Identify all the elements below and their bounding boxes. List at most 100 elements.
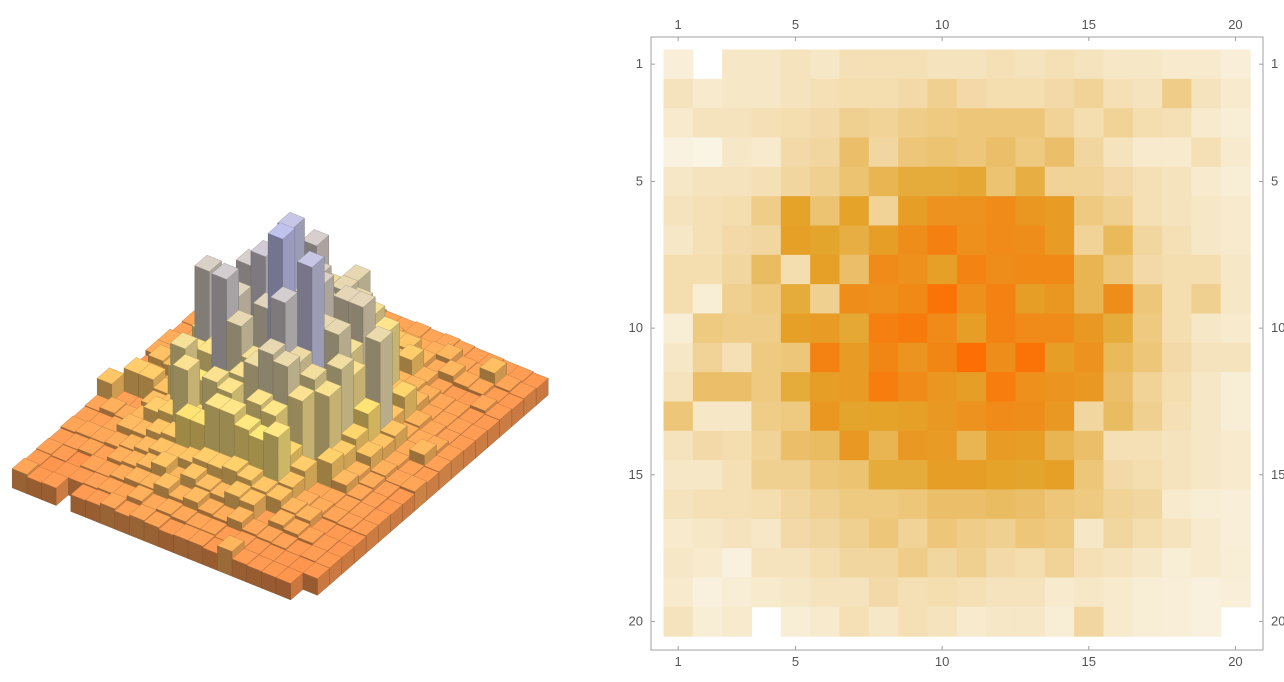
matrix-cell [1132,166,1163,197]
matrix-cell [868,372,899,403]
y-tick-label-right: 10 [1271,320,1284,335]
matrix-cell [1044,548,1075,579]
matrix-cell [1220,577,1251,608]
bar3d-top-face [300,544,328,562]
bar3d-top-face [268,509,296,527]
matrix-cell [751,372,782,403]
matrix-cell [1074,430,1105,461]
matrix-cell [663,342,694,373]
matrix-cell [927,577,958,608]
matrix-cell [1220,196,1251,227]
matrix-cell [1103,78,1134,109]
matrix-cell [780,401,811,432]
matrix-cell [1162,49,1193,80]
matrix-cell [956,460,987,491]
matrix-cell [1074,78,1105,109]
matrix-cell [956,577,987,608]
matrix-cell [1103,254,1134,285]
bar3d-top-face [297,526,325,544]
bar3d-top-face [358,471,386,489]
bar3d-top-face [197,497,225,515]
x-tick-label-bottom: 10 [935,654,949,669]
matrix-cell [1220,225,1251,256]
matrix-cell [839,108,870,139]
matrix-cell [1191,137,1222,168]
matrix-cell [1103,196,1134,227]
matrix-cell [1044,284,1075,315]
matrix-cell [1044,254,1075,285]
matrix-cell [898,460,929,491]
matrix-cell [1191,548,1222,579]
bar3d-top-face [260,399,289,417]
matrix-cell [1015,430,1046,461]
matrix-cell [1103,284,1134,315]
matrix-cell [1191,606,1222,637]
bar3d-top-face [351,519,379,536]
matrix-cell [810,548,841,579]
bar3d-top-face [238,488,267,506]
matrix-cell [751,196,782,227]
matrix-cell [1132,372,1163,403]
bar3d-top-face [147,344,176,362]
matrix-cell [1015,225,1046,256]
matrix-cell [1220,372,1251,403]
matrix-cell [692,166,723,197]
matrix-cell [986,225,1017,256]
matrix-cell [810,196,841,227]
matrix-cell [1220,254,1251,285]
matrix-cell [1103,225,1134,256]
matrix-cell [722,137,753,168]
matrix-cell [1132,313,1163,344]
matrix-cell [927,401,958,432]
matrix-cell [663,548,694,579]
matrix-cell [780,577,811,608]
matrix-cell [1162,401,1193,432]
matrix-cell [722,518,753,549]
matrix-cell [810,372,841,403]
matrix-cell [839,489,870,520]
matrix-cell [780,166,811,197]
matrix-cell [927,284,958,315]
bar3d-top-face [50,444,79,462]
matrix-cell [780,196,811,227]
matrix-cell [956,137,987,168]
matrix-cell [1103,313,1134,344]
matrix-cell [1103,166,1134,197]
matrix-cell [839,225,870,256]
y-tick-label-right: 1 [1271,56,1278,71]
bar3d-top-face [182,486,211,504]
matrix-cell [692,137,723,168]
matrix-cell [1220,342,1251,373]
y-tick-label-left: 10 [629,320,643,335]
bar3d-top-face [301,229,330,247]
matrix-cell [1162,313,1193,344]
bar3d-top-face [479,356,508,374]
matrix-cell [751,548,782,579]
matrix-cell [663,196,694,227]
matrix-cell [868,313,899,344]
matrix-cell [1132,78,1163,109]
matrix-cell [751,401,782,432]
matrix-cell [692,78,723,109]
matrix-cell [1103,401,1134,432]
matrix-cell [1074,196,1105,227]
bar3d-top-face [211,262,240,280]
matrix-cell [839,78,870,109]
matrix-cell [868,284,899,315]
matrix-cell [780,460,811,491]
matrix-cell [1074,518,1105,549]
y-tick-label-right: 15 [1271,467,1284,482]
matrix-cell [1162,166,1193,197]
matrix-cell [810,49,841,80]
bar3d-top-face [469,394,498,412]
matrix-cell [1162,342,1193,373]
matrix-cell [1191,166,1222,197]
bar3d-top-face [226,505,255,523]
y-tick-label-left: 5 [636,173,643,188]
matrix-cell [1103,49,1134,80]
matrix-cell [986,401,1017,432]
matrix-cell [780,518,811,549]
matrix-cell [868,430,899,461]
matrix-cell [810,606,841,637]
